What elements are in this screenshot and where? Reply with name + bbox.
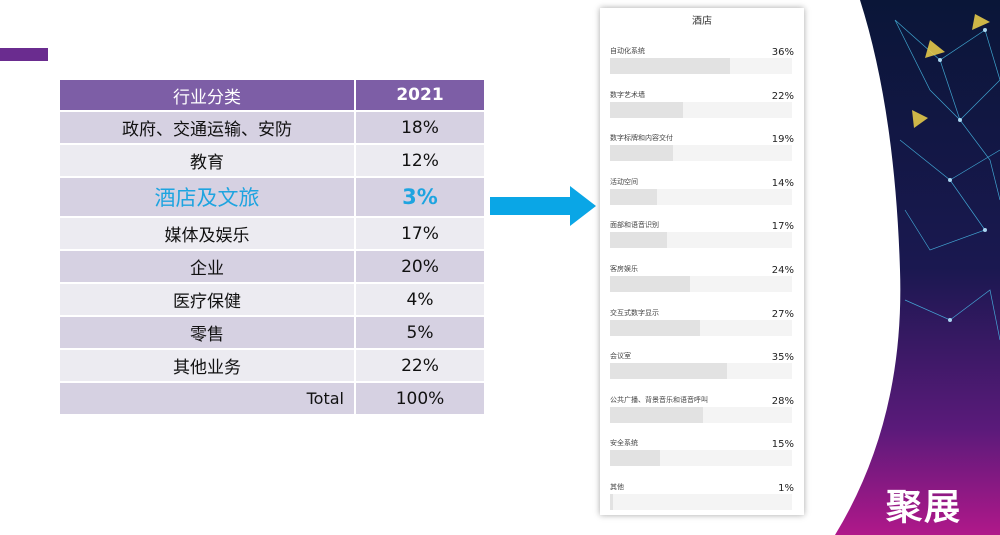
row-category: 教育 [60, 145, 356, 178]
row-value: 22% [356, 350, 484, 383]
row-value: 4% [356, 284, 484, 317]
bar-value-label: 28% [771, 395, 794, 407]
bar-category-label: 公共广播、背景音乐和语音呼叫 [610, 395, 708, 404]
bar-value-label: 19% [771, 134, 794, 146]
table-header-row: 行业分类 2021 [60, 80, 484, 112]
chart-bar-item: 自动化系统 36% [610, 46, 794, 82]
table-row: 医疗保健 4% [60, 284, 484, 317]
bar-category-label: 其他 [610, 483, 624, 491]
row-category: 政府、交通运输、安防 [60, 112, 356, 145]
bar-fill [610, 276, 690, 292]
row-value: 20% [356, 251, 484, 284]
bar-track [610, 232, 792, 249]
header-category: 行业分类 [60, 80, 356, 112]
bar-fill [610, 232, 667, 249]
bar-category-label: 安全系统 [610, 439, 638, 448]
bar-track [610, 276, 792, 292]
bar-track [610, 363, 792, 380]
table-row: 零售 5% [60, 317, 484, 350]
chart-bar-item: 会议室 35% [610, 351, 794, 387]
bar-category-label: 客房娱乐 [610, 265, 638, 273]
bar-category-label: 活动空间 [610, 177, 638, 186]
bar-category-label: 数字艺术墙 [610, 90, 645, 99]
chart-title: 酒店 [692, 16, 712, 27]
bar-value-label: 27% [771, 308, 794, 320]
industry-share-table: 行业分类 2021 政府、交通运输、安防 18% 教育 12% 酒店及文旅 3%… [60, 80, 484, 416]
row-category: 医疗保健 [60, 284, 356, 317]
bar-track [610, 319, 792, 336]
bar-track [610, 188, 792, 205]
chart-bar-item: 其他 1% [610, 482, 794, 515]
chart-bar-item: 客房娱乐 24% [610, 264, 794, 300]
row-category: 其他业务 [60, 350, 356, 383]
bar-fill [610, 319, 700, 336]
table-row: 媒体及娱乐 17% [60, 218, 484, 251]
chart-bar-item: 公共广播、背景音乐和语音呼叫 28% [610, 395, 794, 431]
bar-value-label: 22% [771, 90, 794, 102]
brand-logo-text: 聚展 [886, 487, 963, 528]
row-category: 零售 [60, 317, 356, 350]
table-row: 其他业务 22% [60, 350, 484, 383]
hotel-chart-panel: 酒店 自动化系统 36% 数字艺术墙 22% 数字标牌和内容交付 19% 活动空间 14% 面部… [600, 8, 804, 515]
chart-bar-item: 数字艺术墙 22% [610, 90, 794, 126]
table-row: 企业 20% [60, 251, 484, 284]
bar-category-label: 交互式数字显示 [610, 308, 659, 317]
bar-fill [610, 101, 684, 118]
chart-bar-item: 数字标牌和内容交付 19% [610, 133, 794, 169]
table-total-row: Total 100% [60, 383, 484, 416]
total-value: 100% [356, 383, 484, 416]
row-value: 5% [356, 317, 484, 350]
table-row-highlighted: 酒店及文旅 3% [60, 178, 484, 218]
bar-value-label: 24% [771, 265, 794, 276]
row-value: 12% [356, 145, 484, 178]
chart-bar-item: 活动空间 14% [610, 177, 794, 213]
bar-value-label: 1% [778, 483, 794, 494]
bar-value-label: 15% [771, 439, 794, 451]
bar-track [610, 406, 792, 423]
bar-category-label: 自动化系统 [610, 47, 645, 55]
bar-fill [610, 363, 727, 380]
chart-bar-item: 面部和语音识别 17% [610, 220, 794, 256]
bar-fill [610, 406, 704, 423]
bar-track [610, 494, 792, 510]
bar-category-label: 会议室 [610, 352, 631, 361]
bar-fill [610, 450, 660, 467]
bar-value-label: 36% [771, 47, 794, 58]
row-value: 17% [356, 218, 484, 251]
right-arrow-icon [490, 186, 596, 226]
total-label: Total [60, 383, 356, 416]
bar-fill [610, 58, 730, 74]
chart-bar-item: 安全系统 15% [610, 438, 794, 474]
bar-fill [610, 494, 614, 510]
table-row: 教育 12% [60, 145, 484, 178]
bar-track [610, 145, 792, 162]
row-value: 3% [356, 178, 484, 218]
bar-value-label: 14% [771, 177, 794, 189]
table-row: 政府、交通运输、安防 18% [60, 112, 484, 145]
bar-fill [610, 145, 674, 162]
bar-category-label: 面部和语音识别 [610, 221, 659, 230]
accent-bar [0, 48, 48, 61]
row-value: 18% [356, 112, 484, 145]
bar-value-label: 17% [771, 221, 794, 233]
bar-value-label: 35% [771, 352, 794, 364]
bar-fill [610, 188, 657, 205]
row-category: 媒体及娱乐 [60, 218, 356, 251]
bar-track [610, 450, 792, 467]
header-year: 2021 [356, 80, 484, 112]
bar-category-label: 数字标牌和内容交付 [610, 134, 673, 143]
row-category: 企业 [60, 251, 356, 284]
chart-bar-item: 交互式数字显示 27% [610, 308, 794, 344]
bar-track [610, 101, 792, 118]
row-category: 酒店及文旅 [60, 178, 356, 218]
bar-track [610, 58, 792, 74]
